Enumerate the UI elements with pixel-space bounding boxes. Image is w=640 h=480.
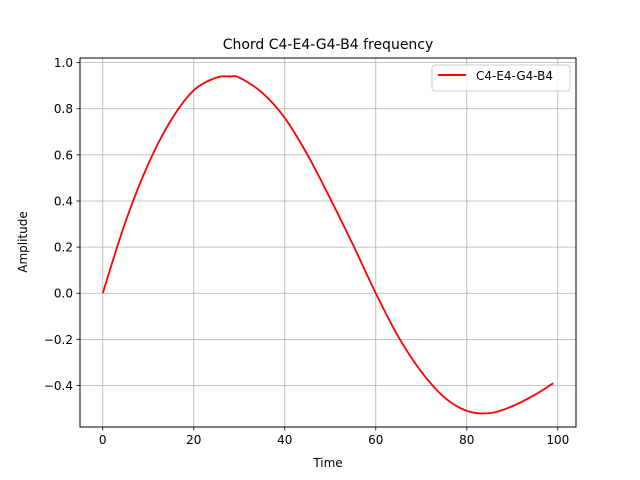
x-tick-label: 80: [459, 433, 474, 447]
legend-box: [431, 64, 571, 92]
grid: [80, 58, 576, 427]
y-axis-ticks: 1.0 0.8 0.6 0.4 0.2 0.0 −0.2 −0.4: [44, 56, 80, 393]
series-line: [101, 75, 554, 415]
x-tick-label: 40: [277, 433, 292, 447]
y-tick-label: 0.2: [54, 241, 73, 255]
legend: C4-E4-G4-B4: [431, 64, 571, 92]
x-axis-label: Time: [312, 456, 342, 470]
x-tick-label: 0: [99, 433, 107, 447]
y-tick-label: 0.6: [54, 148, 73, 162]
x-tick-label: 60: [368, 433, 383, 447]
y-tick-label: −0.2: [44, 333, 73, 347]
series-layer: [101, 75, 554, 415]
plot-frame: [79, 57, 577, 428]
y-axis-label: Amplitude: [16, 211, 30, 273]
y-tick-label: 1.0: [54, 56, 73, 70]
x-tick-label: 100: [546, 433, 569, 447]
x-axis-ticks: 0 20 40 60 80 100: [99, 427, 569, 447]
y-tick-label: 0.4: [54, 194, 73, 208]
y-tick-label: −0.4: [44, 379, 73, 393]
legend-label: C4-E4-G4-B4: [476, 69, 553, 83]
y-tick-label: 0.8: [54, 102, 73, 116]
y-tick-label: 0.0: [54, 287, 73, 301]
chart-title: Chord C4-E4-G4-B4 frequency: [223, 37, 434, 53]
x-tick-label: 20: [186, 433, 201, 447]
